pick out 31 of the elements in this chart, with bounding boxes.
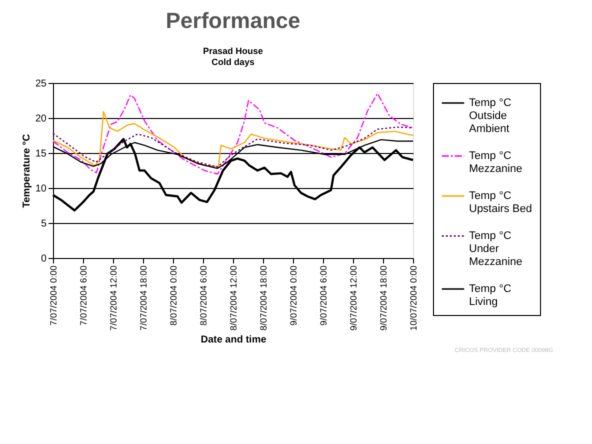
y-tick-label: 25 — [35, 78, 47, 90]
chart-subtitle: Prasad House Cold days — [202, 46, 264, 67]
x-tick-label: 9/07/2004 18:00 — [378, 266, 388, 331]
legend-label: Temp °C Upstairs Bed — [469, 190, 532, 215]
x-tick-label: 8/07/2004 6:00 — [198, 266, 208, 326]
y-tick-label: 10 — [35, 184, 47, 194]
line-series — [52, 92, 414, 175]
x-tick-label: 7/07/2004 12:00 — [108, 266, 118, 331]
legend-label: Temp °C Outside Ambient — [469, 97, 512, 135]
legend-label: Temp °C Living — [469, 283, 512, 308]
line-series — [52, 126, 414, 168]
legend-label: Temp °C Mezzanine — [469, 150, 522, 175]
y-tick-label: 20 — [35, 114, 47, 124]
x-tick-label: 7/07/2004 6:00 — [78, 266, 88, 326]
line-series — [52, 111, 414, 167]
x-tick-label: 8/07/2004 0:00 — [168, 266, 178, 326]
y-tick-label: 5 — [40, 218, 47, 230]
y-axis-title: Temperature °C — [21, 134, 32, 208]
x-tick-label: 10/07/2004 0:00 — [408, 266, 418, 331]
x-axis-title: Date and time — [200, 334, 267, 346]
legend-label: Temp °C Under Mezzanine — [469, 230, 522, 268]
y-tick-label: 0 — [40, 254, 47, 264]
y-tick-label: 15 — [35, 148, 47, 160]
x-tick-label: 7/07/2004 0:00 — [48, 266, 58, 326]
x-tick-label: 9/07/2004 12:00 — [348, 266, 358, 331]
x-tick-label: 8/07/2004 18:00 — [258, 266, 268, 331]
x-tick-label: 9/07/2004 6:00 — [318, 266, 328, 326]
x-tick-label: 7/07/2004 18:00 — [138, 266, 148, 331]
chart-title: Performance — [166, 8, 300, 33]
x-tick-label: 8/07/2004 12:00 — [228, 266, 238, 331]
x-tick-label: 9/07/2004 0:00 — [288, 266, 298, 326]
